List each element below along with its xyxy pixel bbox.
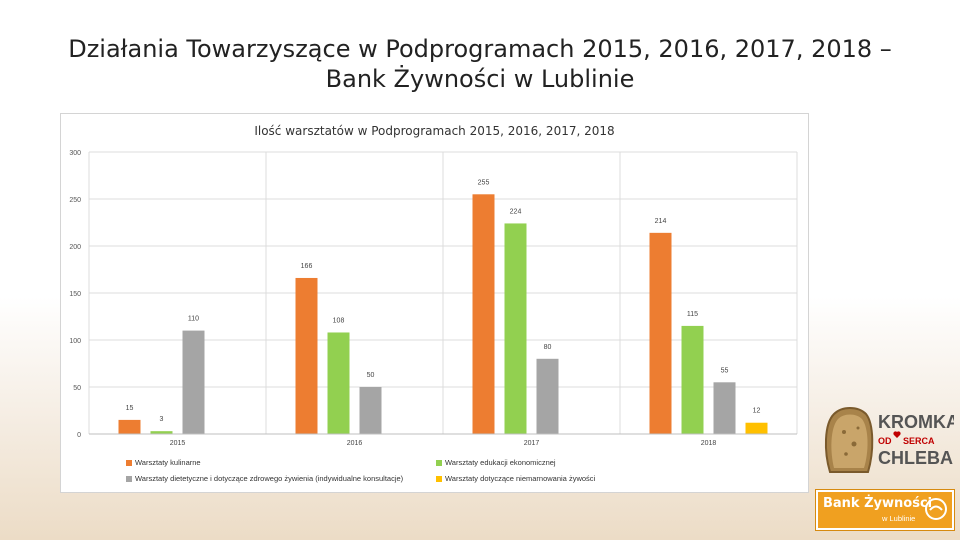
data-label: 214: [655, 218, 667, 225]
bar-2015-series-0: [118, 419, 141, 434]
data-label: 50: [367, 372, 375, 379]
legend-swatch-niemarnowanie: [436, 476, 442, 483]
bar-2016-series-0: [295, 277, 318, 434]
legend-label-niemarnowanie: Warsztaty dotyczące niemarnowania żywośc…: [445, 474, 596, 483]
data-label: 166: [301, 263, 313, 270]
bread-logo-line1: KROMKA: [878, 412, 954, 432]
legend-item-dietetyczne: Warsztaty dietetyczne i dotyczące zdrowe…: [126, 474, 403, 483]
data-label: 15: [126, 405, 134, 412]
bar-2018-series-0: [649, 232, 672, 434]
legend-label-kulinarne: Warsztaty kulinarne: [135, 458, 201, 467]
bank-logo-name: Bank Żywności: [823, 496, 933, 511]
x-tick-label: 2018: [701, 440, 717, 447]
bread-logo-line3: CHLEBA: [878, 448, 953, 468]
chart-frame: Ilość warsztatów w Podprogramach 2015, 2…: [60, 113, 809, 493]
bar-2017-series-1: [504, 223, 527, 434]
slide-title-line2: Bank Żywności w Lublinie: [325, 65, 635, 93]
y-tick-label: 250: [69, 197, 81, 204]
bar-2018-series-3: [745, 422, 768, 434]
data-label: 55: [721, 367, 729, 374]
kromka-od-serca-chleba-logo: KROMKA OD SERCA CHLEBA: [824, 407, 954, 473]
heart-icon: [893, 431, 901, 438]
data-label: 115: [687, 311, 698, 318]
data-label: 12: [753, 408, 761, 415]
y-tick-label: 0: [77, 432, 81, 439]
bank-emblem-icon: [925, 498, 947, 520]
slide-title-line1: Działania Towarzyszące w Podprogramach 2…: [68, 35, 892, 63]
data-label: 255: [478, 179, 490, 186]
bar-2018-series-2: [713, 382, 736, 434]
y-tick-label: 200: [69, 244, 81, 251]
slide-title: Działania Towarzyszące w Podprogramach 2…: [40, 34, 920, 94]
y-tick-label: 300: [69, 150, 81, 157]
legend-item-ekonomiczne: Warsztaty edukacji ekonomicznej: [436, 458, 556, 467]
x-tick-label: 2017: [524, 440, 540, 447]
legend-item-niemarnowanie: Warsztaty dotyczące niemarnowania żywośc…: [436, 474, 595, 483]
data-label: 110: [188, 316, 199, 323]
legend-swatch-kulinarne: [126, 460, 132, 467]
bar-2015-series-2: [182, 330, 205, 434]
data-label: 224: [510, 208, 522, 215]
data-label: 108: [333, 317, 345, 324]
chart-title: Ilość warsztatów w Podprogramach 2015, 2…: [254, 124, 615, 138]
x-tick-label: 2015: [170, 440, 186, 447]
data-label: 3: [160, 416, 164, 423]
bank-zywnosci-logo: Bank Żywności w Lublinie: [816, 490, 954, 530]
data-label: 80: [544, 344, 552, 351]
x-tick-label: 2016: [347, 440, 363, 447]
bar-2016-series-2: [359, 387, 382, 434]
bar-2016-series-1: [327, 332, 350, 434]
legend-swatch-dietetyczne: [126, 476, 132, 483]
bar-chart: 0 50 100 150 200 250 300 15 3 110 2015 166 108 50 2016…: [69, 150, 798, 447]
y-tick-label: 100: [69, 338, 81, 345]
bar-2015-series-1: [150, 431, 173, 434]
y-tick-label: 50: [73, 385, 81, 392]
legend-item-kulinarne: Warsztaty kulinarne: [126, 458, 201, 467]
bank-logo-sub: w Lublinie: [882, 514, 916, 523]
bar-2018-series-1: [681, 325, 704, 434]
bread-logo-serca: SERCA: [903, 436, 935, 446]
bar-2017-series-2: [536, 358, 559, 434]
y-tick-label: 150: [69, 291, 81, 298]
legend-label-ekonomiczne: Warsztaty edukacji ekonomicznej: [445, 458, 556, 467]
legend-swatch-ekonomiczne: [436, 460, 442, 467]
bread-logo-od: OD: [878, 436, 892, 446]
bar-2017-series-0: [472, 194, 495, 434]
legend-label-dietetyczne: Warsztaty dietetyczne i dotyczące zdrowe…: [135, 474, 404, 483]
